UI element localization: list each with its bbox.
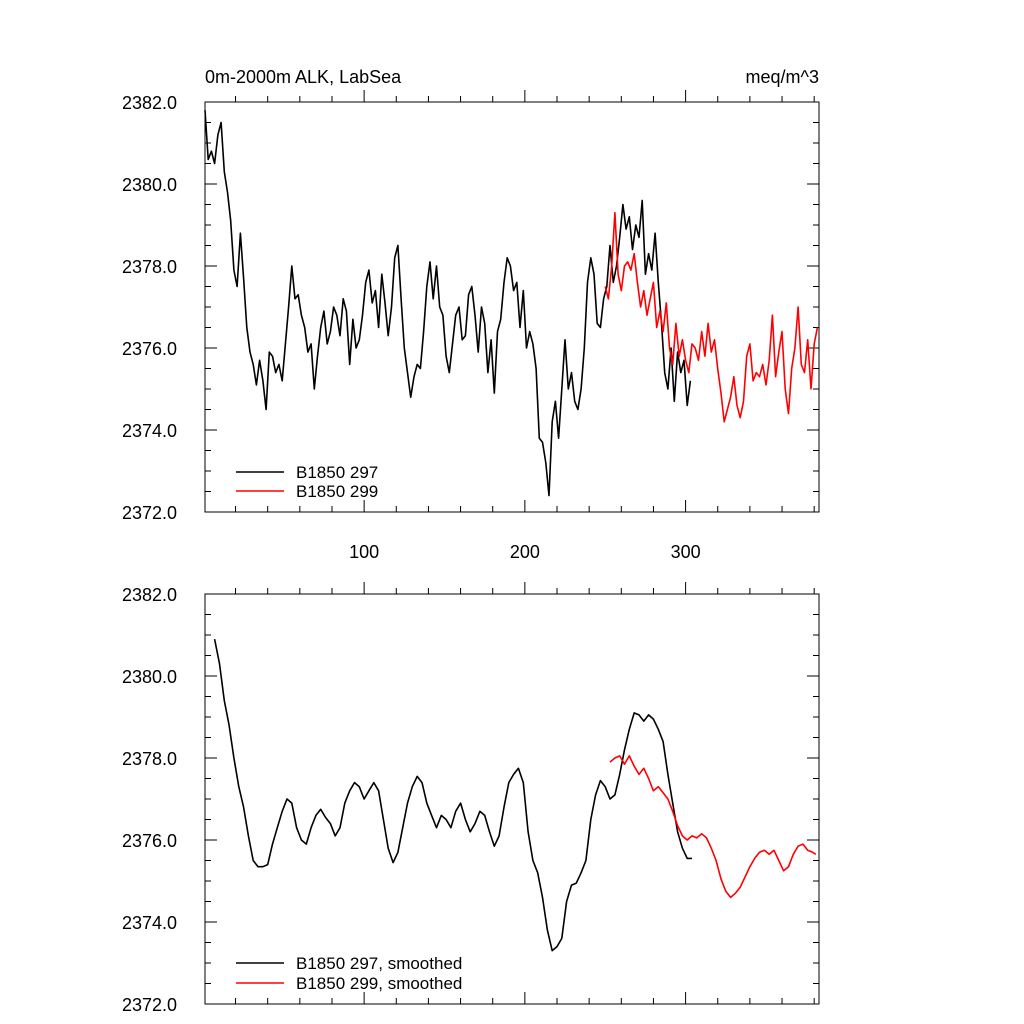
panel-bottom-frame <box>204 593 820 1005</box>
y-tick-label: 2382.0 <box>122 93 177 113</box>
legend-bottom: B1850 297, smoothed B1850 299, smoothed <box>236 954 462 993</box>
y-tick-label: 2378.0 <box>122 749 177 769</box>
panel-bottom-ticks <box>205 582 819 1005</box>
y-tick-label: 2380.0 <box>122 175 177 195</box>
panel-top-tick-labels: 2372.0 2374.0 2376.0 2378.0 2380.0 2382.0 100 2… <box>122 93 701 562</box>
panel-top-frame <box>204 101 820 513</box>
panel-bottom-tick-labels: 2372.0 2374.0 2376.0 2378.0 2380.0 2382.0 <box>122 585 177 1015</box>
panel-bottom-lines <box>213 638 817 952</box>
legend-label-b1850-299: B1850 299 <box>296 482 378 501</box>
panel-bottom: 2372.0 2374.0 2376.0 2378.0 2380.0 2382.0 B18… <box>122 582 820 1015</box>
legend-label-b1850-299-smoothed: B1850 299, smoothed <box>296 974 462 993</box>
legend-label-b1850-297: B1850 297 <box>296 463 378 482</box>
y-tick-label: 2378.0 <box>122 257 177 277</box>
series-line-b1850-299-smoothed <box>609 755 817 899</box>
units-label: meq/m^3 <box>746 67 819 87</box>
panel-top: 2372.0 2374.0 2376.0 2378.0 2380.0 2382.0 100 2… <box>122 67 820 562</box>
y-tick-label: 2374.0 <box>122 421 177 441</box>
y-tick-label: 2372.0 <box>122 995 177 1015</box>
y-tick-label: 2376.0 <box>122 831 177 851</box>
y-tick-label: 2376.0 <box>122 339 177 359</box>
panel-top-ticks <box>205 90 819 513</box>
series-line-b1850-299 <box>604 211 819 423</box>
series-line-b1850-297-smoothed <box>213 638 692 952</box>
y-tick-label: 2372.0 <box>122 503 177 523</box>
y-tick-label: 2380.0 <box>122 667 177 687</box>
x-tick-label: 200 <box>510 542 540 562</box>
x-tick-label: 100 <box>349 542 379 562</box>
legend-top: B1850 297 B1850 299 <box>236 463 378 501</box>
series-line-b1850-297 <box>204 110 692 497</box>
chart-title: 0m-2000m ALK, LabSea <box>205 67 402 87</box>
y-tick-label: 2382.0 <box>122 585 177 605</box>
y-tick-label: 2374.0 <box>122 913 177 933</box>
x-tick-label: 300 <box>671 542 701 562</box>
legend-label-b1850-297-smoothed: B1850 297, smoothed <box>296 954 462 973</box>
panel-top-lines <box>204 110 819 497</box>
